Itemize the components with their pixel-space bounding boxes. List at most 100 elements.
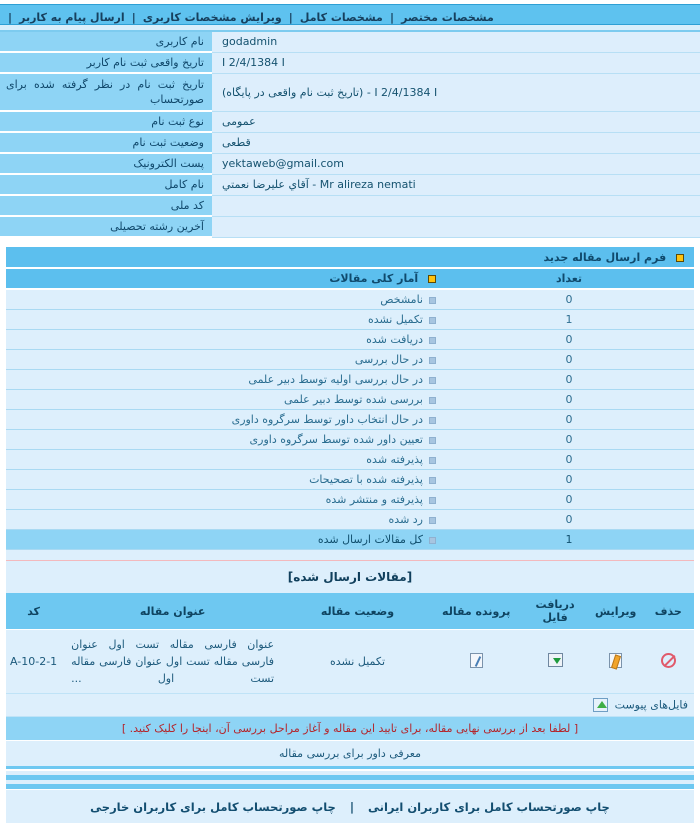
new-article-button[interactable]: فرم ارسال مقاله جدید (6, 247, 694, 269)
nav-item-send-message[interactable]: ارسال پیام به کاربر (19, 11, 125, 24)
stat-count-total: 1 (444, 529, 694, 550)
table-row: تکمیل نشده عنوان فارسی مقاله تست اول عنو… (6, 629, 694, 694)
table-row[interactable]: 0 نامشخص (6, 289, 694, 310)
download-icon[interactable] (547, 653, 563, 667)
stat-text: در حال بررسی (354, 353, 423, 366)
col-header-delete: حذف (642, 593, 694, 630)
list-bullet-icon (429, 316, 436, 324)
stat-text: در حال بررسی اولیه توسط دبیر علمی (248, 373, 423, 386)
submitted-articles-heading: [مقالات ارسال شده] (6, 560, 694, 593)
stat-count-referee-assigned: 0 (444, 429, 694, 450)
articles-header-row: حذف ویرایش دریافت فایل پرونده مقاله وضعی… (6, 593, 694, 630)
list-bullet-icon (429, 476, 436, 484)
profile-label-national-code: کد ملی (0, 195, 212, 217)
list-bullet-icon (429, 516, 436, 524)
stat-label-received: دریافت شده (6, 329, 444, 350)
stat-count-received: 0 (444, 329, 694, 350)
list-bullet-icon (429, 376, 436, 384)
profile-label-last-degree: آخرین رشته تحصیلی (0, 216, 212, 238)
cell-title[interactable]: عنوان فارسی مقاله تست اول عنوان فارسی مق… (61, 629, 285, 694)
stat-label-reviewed-by-editor: بررسی شده توسط دبیر علمی (6, 389, 444, 410)
table-row: کد ملی (0, 195, 700, 217)
top-navigation: مشخصات مختصر | مشخصات کامل | ویرایش مشخص… (0, 4, 700, 25)
article-dossier-icon[interactable] (469, 652, 483, 668)
table-row[interactable]: 1 تکمیل نشده (6, 309, 694, 330)
stat-label-undefined: نامشخص (6, 289, 444, 310)
attachments-row[interactable]: فایل‌های پیوست (6, 694, 694, 717)
profile-label-billing-registration-date: تاریخ ثبت نام در نظر گرفته شده برای صورت… (0, 73, 212, 112)
cell-dossier[interactable] (430, 629, 522, 694)
top-navigation-items: مشخصات مختصر | مشخصات کامل | ویرایش مشخص… (6, 5, 692, 28)
stat-label-incomplete: تکمیل نشده (6, 309, 444, 330)
upload-icon[interactable] (593, 698, 609, 712)
stat-text: تکمیل نشده (367, 313, 423, 326)
stat-text: پذیرفته شده با تصحیحات (309, 473, 423, 486)
print-invoice-foreign-link[interactable]: چاپ صورتحساب کامل برای کاربران خارجی (90, 800, 336, 814)
stats-total-row[interactable]: 1 کل مقالات ارسال شده (6, 529, 694, 550)
table-row[interactable]: 0 پذیرفته شده (6, 449, 694, 470)
profile-value-full-name: Mr alireza nemati - آقاي عليرضا نعمتي (212, 174, 700, 196)
stat-label-accepted-published: پذیرفته و منتشر شده (6, 489, 444, 510)
stat-label-rejected: رد شده (6, 509, 444, 530)
stat-count-rejected: 0 (444, 509, 694, 530)
list-bullet-icon (429, 456, 436, 464)
table-row[interactable]: 0 دریافت شده (6, 329, 694, 350)
profile-value-registration-type: عمومی (212, 111, 700, 133)
table-row[interactable]: 0 پذیرفته شده با تصحیحات (6, 469, 694, 490)
print-invoice-domestic-link[interactable]: چاپ صورتحساب کامل برای کاربران ایرانی (368, 800, 610, 814)
stat-label-referee-assigned: تعیین داور شده توسط سرگروه داوری (6, 429, 444, 450)
divider-stripe-4 (6, 780, 694, 784)
list-bullet-icon (429, 296, 436, 304)
table-row[interactable]: 0 تعیین داور شده توسط سرگروه داوری (6, 429, 694, 450)
profile-label-registration-type: نوع ثبت نام (0, 111, 212, 133)
profile-value-billing-registration-date: I 2/4/1384 I - (تاریخ ثبت نام واقعی در پ… (212, 73, 700, 112)
introduce-referee-link[interactable]: معرفی داور برای بررسی مقاله (6, 741, 694, 766)
table-row: I 2/4/1384 I تاریخ واقعی ثبت نام کاربر (0, 52, 700, 74)
topbar-wrapper: مشخصات مختصر | مشخصات کامل | ویرایش مشخص… (0, 0, 700, 32)
stat-label-total: کل مقالات ارسال شده (6, 529, 444, 550)
stat-text: در حال انتخاب داور توسط سرگروه داوری (231, 413, 423, 426)
stat-count-incomplete: 1 (444, 309, 694, 330)
table-row: I 2/4/1384 I - (تاریخ ثبت نام واقعی در پ… (0, 73, 700, 112)
section-gap (0, 238, 700, 247)
footer-actions: چاپ صورتحساب کامل برای کاربران ایرانی | … (6, 789, 694, 823)
list-bullet-icon (429, 536, 436, 544)
nav-item-edit-profile[interactable]: ویرایش مشخصات کاربری (142, 11, 282, 24)
table-row[interactable]: 0 رد شده (6, 509, 694, 530)
delete-icon[interactable] (660, 652, 676, 668)
profile-value-email: yektaweb@gmail.com (212, 153, 700, 175)
article-stats-table: تعداد آمار کلی مقالات 0 نامشخص 1 تکمیل ن… (6, 269, 694, 550)
table-row[interactable]: 0 در حال انتخاب داور توسط سرگروه داوری (6, 409, 694, 430)
cell-download[interactable] (521, 629, 589, 694)
col-header-status: وضعیت مقاله (284, 593, 431, 630)
confirm-notice[interactable]: [ لطفا بعد از بررسی نهایی مقاله، برای تا… (6, 717, 694, 741)
nav-separator-4: | (8, 11, 13, 24)
table-row[interactable]: 0 پذیرفته و منتشر شده (6, 489, 694, 510)
list-bullet-icon (429, 436, 436, 444)
stat-text: پذیرفته و منتشر شده (325, 493, 423, 506)
edit-pencil-icon[interactable] (609, 652, 623, 668)
table-row[interactable]: 0 در حال بررسی اولیه توسط دبیر علمی (6, 369, 694, 390)
cell-delete[interactable] (642, 629, 694, 694)
table-row: godadmin نام کاربری (0, 32, 700, 53)
cell-status: تکمیل نشده (284, 629, 431, 694)
profile-label-username: نام کاربری (0, 32, 212, 53)
cell-edit[interactable] (588, 629, 643, 694)
nav-item-brief-profile[interactable]: مشخصات مختصر (401, 11, 494, 24)
profile-value-registration-status: قطعی (212, 132, 700, 154)
table-row: قطعی وضعیت ثبت نام (0, 132, 700, 154)
table-row: عمومی نوع ثبت نام (0, 111, 700, 133)
table-row[interactable]: 0 بررسی شده توسط دبیر علمی (6, 389, 694, 410)
stat-count-initial-review-editor: 0 (444, 369, 694, 390)
nav-separator-2: | (288, 11, 293, 24)
nav-separator-1: | (389, 11, 394, 24)
footer-separator: | (349, 800, 355, 814)
table-row[interactable]: 0 در حال بررسی (6, 349, 694, 370)
stat-count-selecting-referee: 0 (444, 409, 694, 430)
stat-text: نامشخص (380, 293, 423, 306)
nav-item-full-profile[interactable]: مشخصات کامل (299, 11, 383, 24)
col-header-download: دریافت فایل (521, 593, 589, 630)
divider-stripe-1 (6, 766, 694, 771)
bullet-square-icon (676, 254, 684, 262)
new-article-label: فرم ارسال مقاله جدید (543, 251, 667, 264)
